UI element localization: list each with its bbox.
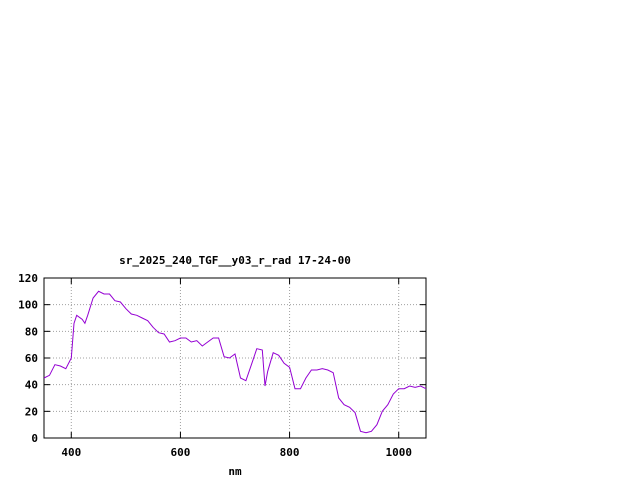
x-tick-label: 400 [61,446,81,459]
x-axis-label: nm [228,465,242,478]
y-tick-label: 120 [18,272,38,285]
y-tick-label: 20 [25,405,38,418]
chart-title: sr_2025_240_TGF__y03_r_rad 17-24-00 [119,254,351,267]
y-tick-label: 80 [25,325,38,338]
y-tick-label: 0 [31,432,38,445]
x-tick-label: 600 [170,446,190,459]
grid-lines [44,278,426,438]
y-tick-label: 100 [18,299,38,312]
axis-ticks: 0 20 40 60 80 100 120 400 600 800 1000 [18,272,426,459]
y-tick-label: 60 [25,352,38,365]
x-tick-label: 1000 [385,446,412,459]
series-line [43,290,427,434]
y-tick-label: 40 [25,379,38,392]
x-tick-label: 800 [280,446,300,459]
